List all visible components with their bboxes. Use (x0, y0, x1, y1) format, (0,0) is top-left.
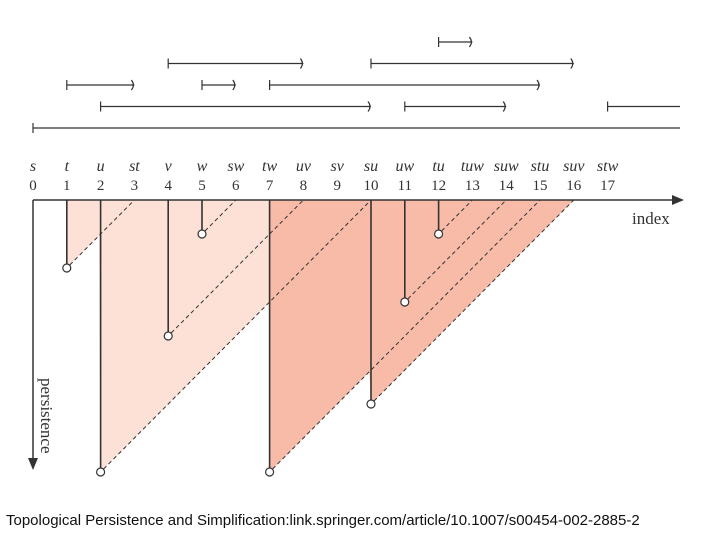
index-tick-label: 1 (63, 178, 71, 194)
index-tick-label: 4 (164, 178, 172, 194)
persistence-point (163, 331, 173, 341)
persistence-axis-arrowhead (28, 458, 38, 470)
index-tick-label: 17 (600, 178, 616, 194)
persistence-point (265, 467, 275, 477)
simplex-label: s (30, 158, 36, 175)
simplex-label: uw (395, 158, 414, 175)
persistence-stems (66, 199, 575, 470)
barcode-interval (404, 101, 507, 112)
death-diagonal (204, 199, 237, 232)
simplex-label: w (197, 158, 208, 175)
death-diagonal (170, 199, 304, 334)
barcode-interval (32, 123, 680, 133)
simplex-label: sv (331, 158, 345, 175)
persistence-regions (66, 200, 574, 472)
death-diagonal (69, 199, 135, 266)
simplex-label: uv (296, 158, 312, 175)
simplex-label: t (65, 158, 70, 175)
index-tick-label: 0 (29, 178, 37, 194)
simplex-label: tw (262, 158, 277, 175)
death-diagonal (272, 199, 541, 470)
simplex-label: v (165, 158, 173, 175)
death-diagonal (441, 199, 473, 232)
index-tick-label: 9 (333, 178, 341, 194)
index-axis-label: index (632, 209, 670, 228)
index-tick-label: 12 (431, 178, 446, 194)
persistence-point (434, 229, 444, 239)
simplex-label: stu (531, 158, 550, 175)
simplex-label: stw (597, 158, 619, 175)
index-tick-label: 11 (398, 178, 412, 194)
persistence-point (62, 263, 72, 273)
persistence-point (197, 229, 207, 239)
barcode-interval (201, 79, 236, 91)
barcode-interval (167, 58, 304, 69)
simplex-label: tu (432, 158, 444, 175)
index-tick-label: 7 (266, 178, 274, 194)
simplex-label: sw (227, 158, 244, 175)
barcode-interval (66, 79, 135, 91)
simplex-label: su (364, 158, 378, 175)
barcode-interval (606, 101, 680, 112)
index-tick-label: 10 (364, 178, 379, 194)
barcode-interval (269, 79, 540, 91)
index-tick-label: 8 (300, 178, 308, 194)
persistence-point (366, 399, 376, 409)
simplex-label: suv (563, 158, 585, 175)
death-diagonal (373, 199, 575, 402)
index-tick-label: 5 (198, 178, 206, 194)
persistence-point (95, 467, 106, 477)
index-tick-label: 13 (465, 178, 480, 194)
barcode-interval (99, 101, 371, 112)
index-tick-label: 6 (232, 178, 240, 194)
persistence-axis-label: persistence (37, 378, 56, 454)
index-tick-label: 2 (97, 178, 105, 194)
dark-component-region (269, 200, 574, 472)
death-diagonal (103, 199, 372, 470)
simplex-label: u (97, 158, 105, 175)
index-axis-arrowhead (672, 195, 684, 205)
simplex-label: suw (494, 158, 519, 175)
index-tick-label: 3 (131, 178, 139, 194)
index-tick-label: 14 (499, 178, 515, 194)
barcode-interval (438, 36, 473, 48)
simplex-label: st (129, 158, 140, 175)
persistence-points (62, 229, 444, 477)
source-caption: Topological Persistence and Simplificati… (6, 512, 640, 529)
persistence-point (400, 297, 410, 307)
barcode-interval (370, 58, 574, 69)
barcode (32, 36, 680, 133)
simplex-label: tuw (461, 158, 484, 175)
index-tick-label: 15 (533, 178, 548, 194)
death-diagonal (407, 199, 507, 300)
axes: index persistence (28, 195, 684, 470)
index-tick-label: 16 (566, 178, 582, 194)
